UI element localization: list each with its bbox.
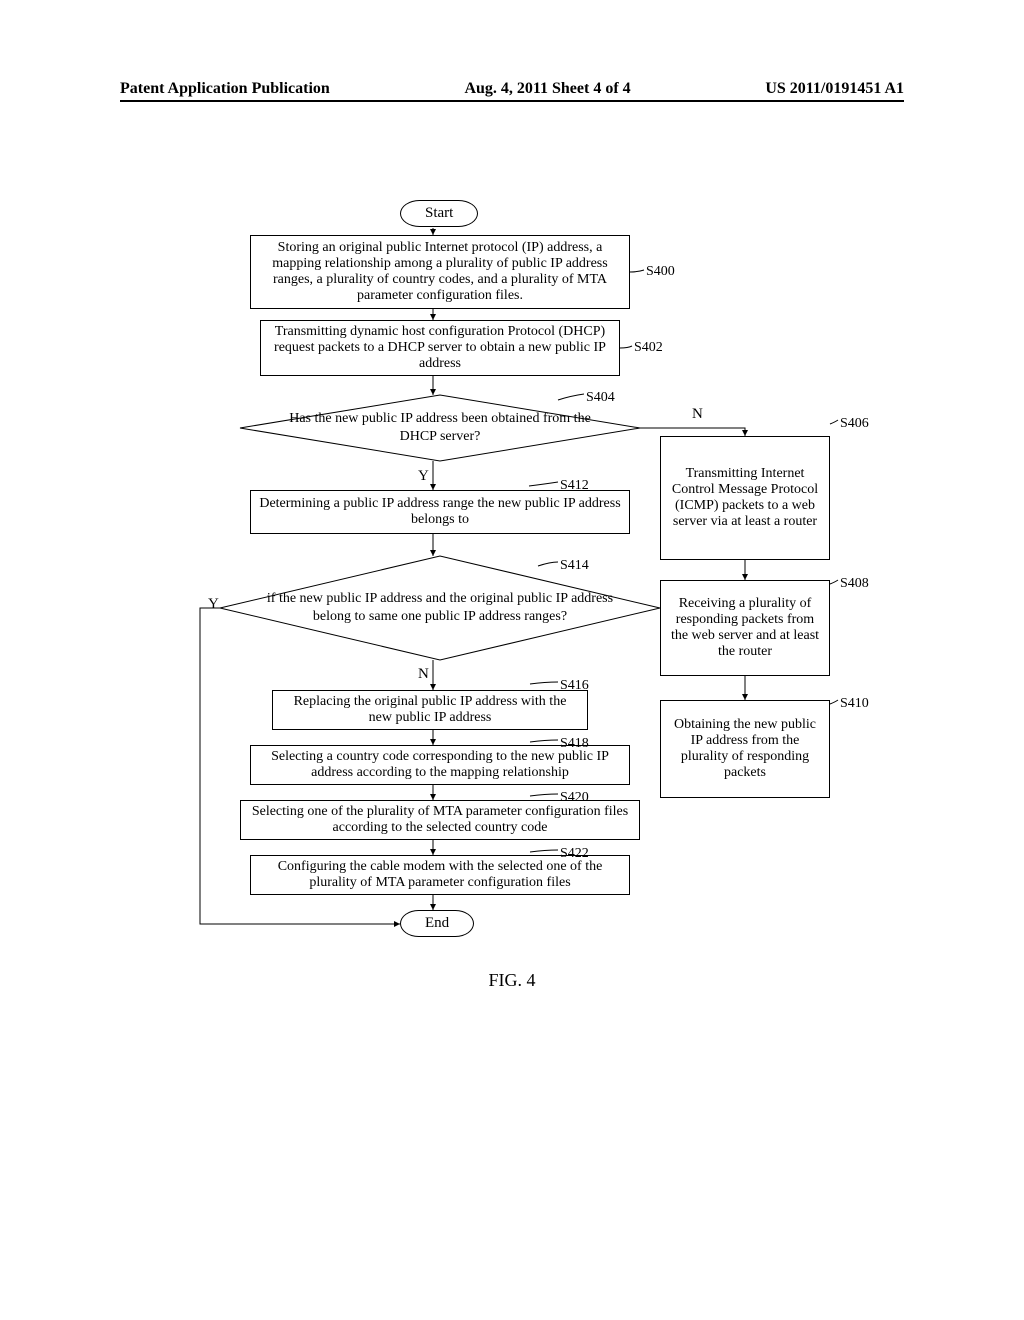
step-s418-text: Selecting a country code corresponding t… [259, 749, 621, 781]
step-s422-text: Configuring the cable modem with the sel… [259, 859, 621, 891]
flowchart-canvas: Start Storing an original public Interne… [0, 0, 1024, 1320]
label-s414: S414 [560, 558, 589, 574]
label-s418: S418 [560, 736, 589, 752]
end-label: End [425, 915, 449, 931]
end-node: End [400, 910, 474, 937]
step-s412: Determining a public IP address range th… [250, 490, 630, 534]
step-s416-text: Replacing the original public IP address… [281, 694, 579, 726]
label-s400: S400 [646, 264, 675, 280]
label-s406: S406 [840, 416, 869, 432]
s414-n: N [418, 666, 429, 683]
label-s408: S408 [840, 576, 869, 592]
s414-y: Y [208, 596, 219, 613]
step-s402: Transmitting dynamic host configuration … [260, 320, 620, 376]
label-s404: S404 [586, 390, 615, 406]
step-s416: Replacing the original public IP address… [272, 690, 588, 730]
label-s410: S410 [840, 696, 869, 712]
connectors [0, 0, 1024, 1320]
step-s402-text: Transmitting dynamic host configuration … [269, 324, 611, 372]
decision-s414: if the new public IP address and the ori… [220, 556, 660, 660]
step-s410: Obtaining the new public IP address from… [660, 700, 830, 798]
step-s408-text: Receiving a plurality of responding pack… [669, 596, 821, 660]
step-s412-text: Determining a public IP address range th… [259, 496, 621, 528]
start-label: Start [425, 205, 453, 221]
label-s416: S416 [560, 678, 589, 694]
s404-y: Y [418, 468, 429, 485]
step-s400-text: Storing an original public Internet prot… [259, 240, 621, 304]
start-node: Start [400, 200, 478, 227]
decision-s414-text: if the new public IP address and the ori… [220, 590, 660, 626]
step-s420: Selecting one of the plurality of MTA pa… [240, 800, 640, 840]
label-s422: S422 [560, 846, 589, 862]
step-s406: Transmitting Internet Control Message Pr… [660, 436, 830, 560]
s404-n: N [692, 406, 703, 423]
step-s420-text: Selecting one of the plurality of MTA pa… [249, 804, 631, 836]
step-s408: Receiving a plurality of responding pack… [660, 580, 830, 676]
decision-s404-text: Has the new public IP address been obtai… [240, 410, 640, 446]
decision-s404: Has the new public IP address been obtai… [240, 392, 640, 464]
step-s406-text: Transmitting Internet Control Message Pr… [669, 466, 821, 530]
label-s412: S412 [560, 478, 589, 494]
figure-caption: FIG. 4 [488, 970, 535, 991]
label-s420: S420 [560, 790, 589, 806]
label-s402: S402 [634, 340, 663, 356]
step-s400: Storing an original public Internet prot… [250, 235, 630, 309]
step-s410-text: Obtaining the new public IP address from… [669, 717, 821, 781]
